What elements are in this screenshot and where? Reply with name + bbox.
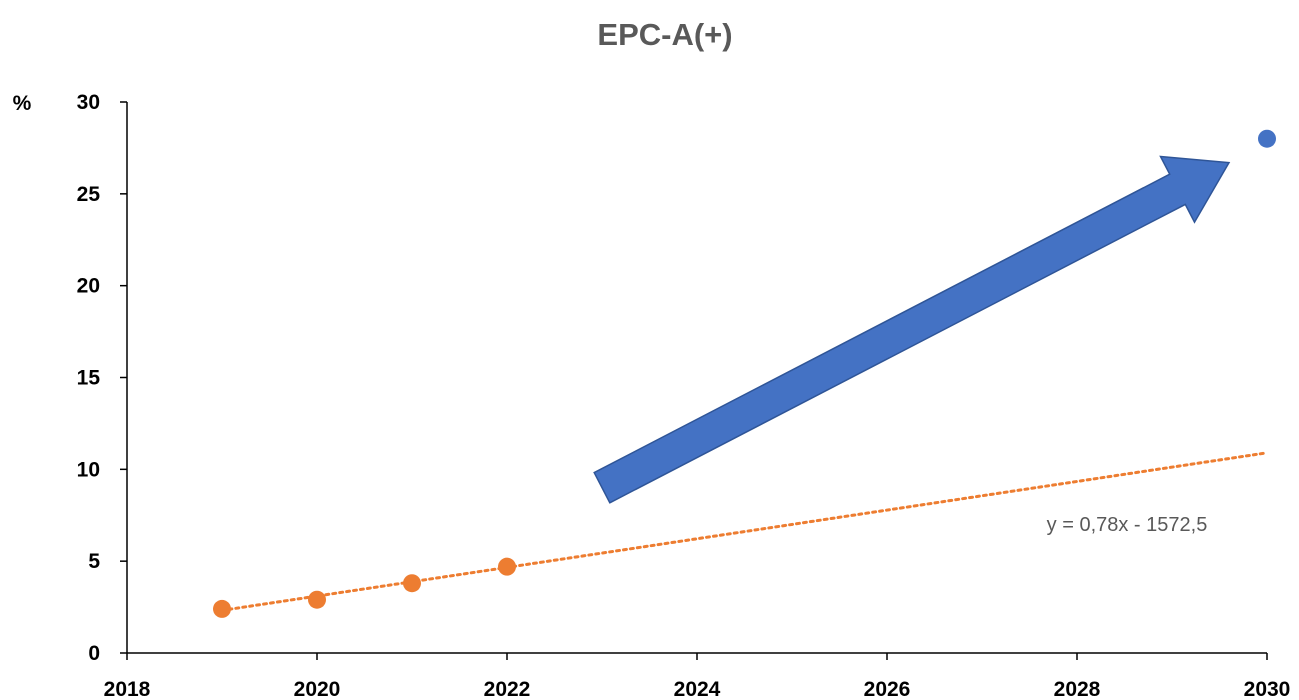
annotation-arrow-group — [593, 155, 1231, 504]
y-tick-label: 0 — [88, 642, 100, 665]
x-tick-label: 2024 — [674, 678, 721, 700]
trendline-equation: y = 0,78x - 1572,5 — [1047, 514, 1208, 536]
y-axis-unit-label: % — [13, 92, 32, 115]
y-tick-label: 20 — [77, 275, 100, 298]
x-tick-label: 2022 — [484, 678, 531, 700]
y-tick-label: 5 — [88, 550, 100, 573]
x-tick-label: 2020 — [294, 678, 341, 700]
data-point-series-1 — [308, 590, 326, 609]
x-tick-label: 2018 — [104, 678, 151, 700]
trendline — [220, 451, 1269, 612]
axes: 0 5 10 15 20 25 30 2018 2020 2022 2024 2026 2028 2030 — [77, 91, 1291, 700]
y-tick-label: 30 — [77, 91, 100, 114]
chart-title: EPC-A(+) — [597, 17, 732, 52]
x-tick-label: 2026 — [864, 678, 911, 700]
data-points — [213, 129, 1276, 618]
y-tick-label: 25 — [77, 183, 101, 206]
data-point-series-1 — [213, 599, 231, 618]
annotation-arrow — [593, 155, 1231, 504]
x-tick-label: 2028 — [1054, 678, 1101, 700]
y-tick-label: 15 — [77, 367, 101, 390]
data-point-series-1 — [498, 557, 516, 576]
y-tick-label: 10 — [77, 458, 100, 481]
data-point-series-2 — [1258, 129, 1276, 148]
data-point-series-1 — [403, 574, 421, 593]
x-tick-label: 2030 — [1244, 678, 1291, 700]
trendline-group — [220, 451, 1269, 612]
